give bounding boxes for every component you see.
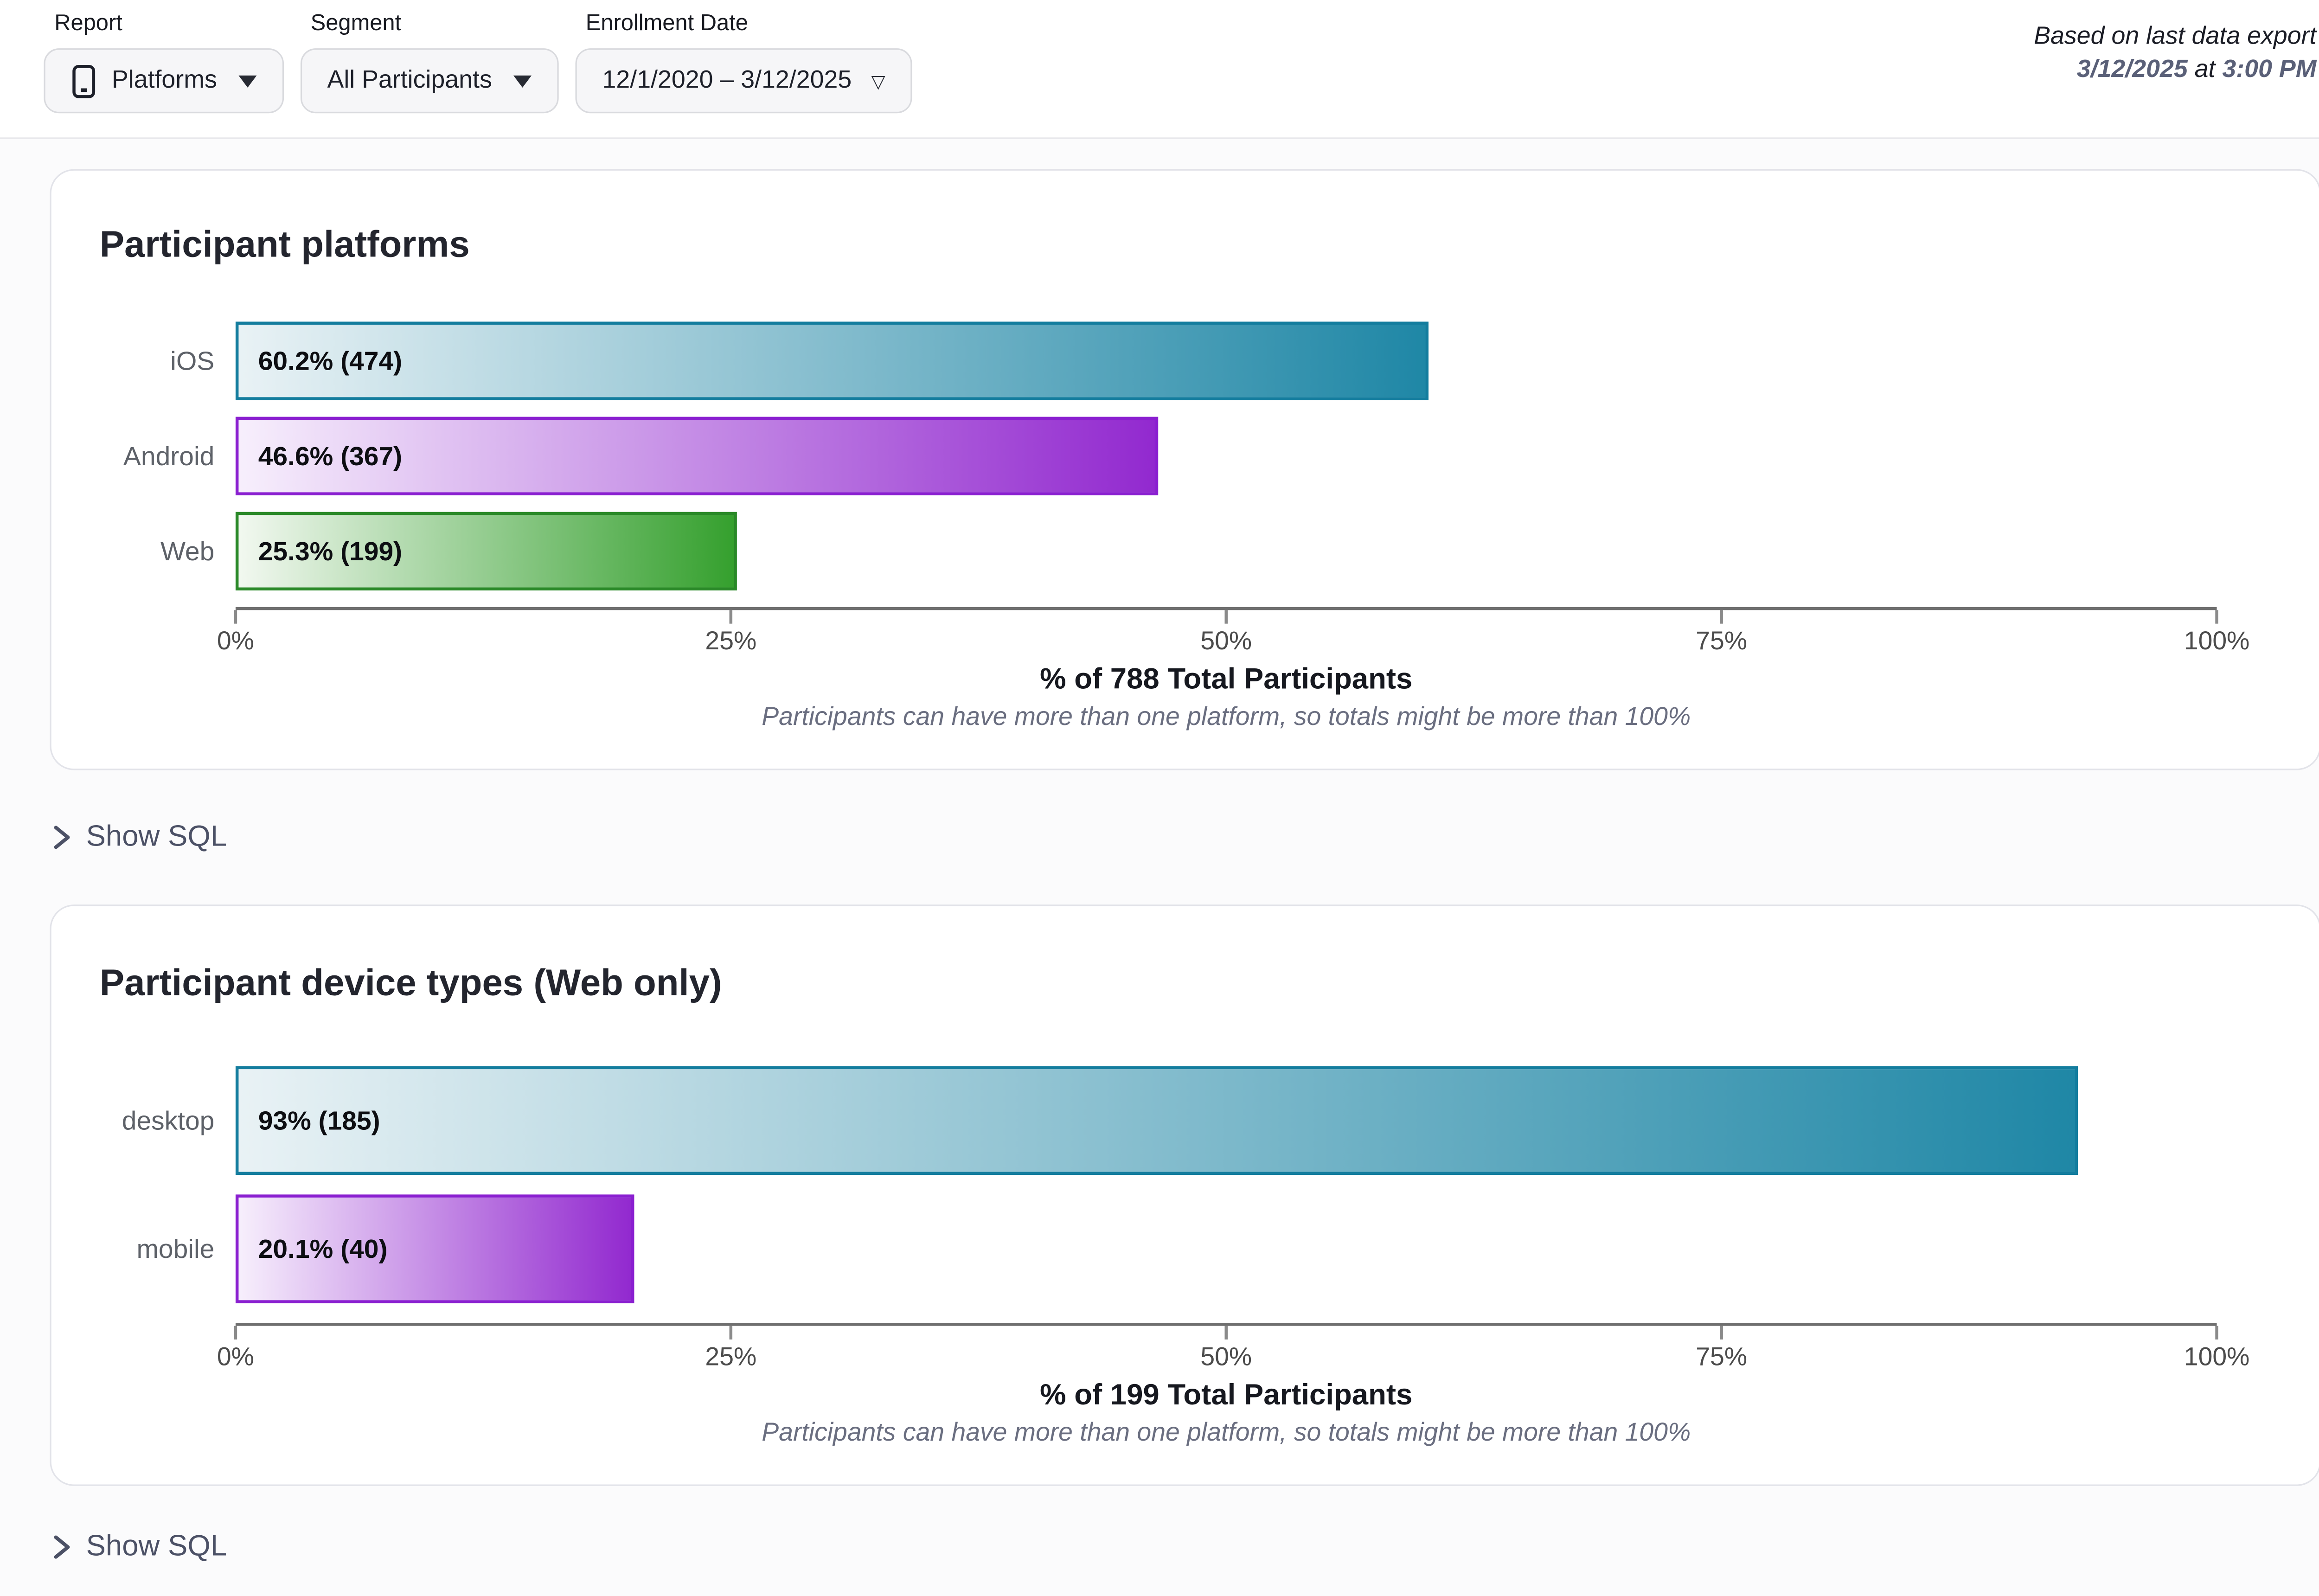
show-sql-toggle-platforms[interactable]: Show SQL	[50, 820, 227, 855]
axis-tick	[1720, 1326, 1723, 1340]
axis-tick	[2215, 610, 2218, 624]
axis-tick-label: 0%	[217, 1342, 254, 1372]
bar: 20.1% (40)	[235, 1194, 634, 1303]
category-label: Android	[123, 440, 215, 471]
show-sql-label: Show SQL	[86, 820, 227, 853]
axis-tick-label: 75%	[1696, 627, 1748, 656]
bar: 46.6% (367)	[235, 417, 1159, 495]
mobile-device-icon	[71, 63, 96, 99]
enrollment-date-dropdown-value: 12/1/2020 – 3/12/2025	[602, 66, 852, 94]
device-types-card: Participant device types (Web only) desk…	[50, 904, 2319, 1486]
caret-down-outline-icon: ▽	[871, 70, 885, 91]
category-label: iOS	[170, 345, 215, 376]
category-label: desktop	[122, 1104, 215, 1135]
bar-value-label: 46.6% (367)	[258, 440, 403, 471]
chart-x-axis-label: % of 199 Total Participants	[1040, 1378, 1413, 1412]
export-date: 3/12/2025	[2076, 56, 2188, 83]
axis-tick-label: 25%	[705, 1342, 757, 1372]
chart-footnote: Participants can have more than one plat…	[762, 1418, 1691, 1447]
caret-down-icon	[513, 75, 532, 87]
bar-track: 20.1% (40)	[235, 1194, 2217, 1303]
show-sql-toggle-device-types[interactable]: Show SQL	[50, 1530, 227, 1564]
export-note: Based on last data export 3/12/2025 at 3…	[2034, 19, 2316, 86]
chart-row: desktop 93% (185)	[100, 1066, 2271, 1175]
export-time: 3:00 PM	[2222, 56, 2317, 83]
report-filter-label: Report	[54, 10, 122, 37]
category-label: mobile	[136, 1233, 215, 1263]
export-note-line1: Based on last data export	[2034, 22, 2317, 50]
axis-tick-label: 100%	[2184, 1342, 2250, 1372]
export-note-line2: 3/12/2025 at 3:00 PM	[2034, 53, 2317, 86]
chevron-right-icon	[54, 1535, 70, 1559]
chart-x-axis-label: % of 788 Total Participants	[1040, 663, 1413, 696]
axis-tick-label: 0%	[217, 627, 254, 656]
report-dropdown-value: Platforms	[111, 66, 217, 94]
axis-tick-label: 100%	[2184, 627, 2250, 656]
chart-row: mobile 20.1% (40)	[100, 1194, 2271, 1303]
device-types-bar-chart: desktop 93% (185) mobile 20.1% (40) 0% 25% 50%…	[100, 1066, 2271, 1371]
segment-filter-group: Segment All Participants	[300, 0, 559, 114]
axis-tick	[1224, 1326, 1228, 1340]
show-sql-label: Show SQL	[86, 1530, 227, 1563]
chevron-right-icon	[54, 826, 70, 849]
participant-platforms-card: Participant platforms iOS 60.2% (474) Andr…	[50, 169, 2319, 770]
enrollment-date-dropdown[interactable]: 12/1/2020 – 3/12/2025 ▽	[575, 48, 913, 114]
chart-row: Web 25.3% (199)	[100, 512, 2271, 591]
report-filter-group: Report Platforms	[44, 0, 284, 114]
chart-row: iOS 60.2% (474)	[100, 321, 2271, 400]
axis-tick	[729, 610, 733, 624]
bar-value-label: 60.2% (474)	[258, 345, 403, 376]
bar-value-label: 93% (185)	[258, 1104, 380, 1135]
axis-tick-label: 50%	[1200, 627, 1252, 656]
axis-tick	[729, 1326, 733, 1340]
bar-value-label: 20.1% (40)	[258, 1233, 388, 1263]
bar: 60.2% (474)	[235, 321, 1429, 400]
enrollment-date-filter-label: Enrollment Date	[585, 10, 748, 37]
axis-tick-label: 25%	[705, 627, 757, 656]
report-dropdown[interactable]: Platforms	[44, 48, 284, 114]
chart-title: Participant device types (Web only)	[99, 963, 722, 1005]
caret-down-icon	[238, 75, 256, 87]
bar-track: 46.6% (367)	[235, 417, 2217, 495]
axis-tick-label: 50%	[1200, 1342, 1252, 1372]
axis-tick	[1720, 610, 1723, 624]
filter-bar: Report Platforms Segment All Participant…	[0, 0, 2319, 139]
axis-tick	[1224, 610, 1228, 624]
segment-dropdown-value: All Participants	[327, 66, 492, 94]
segment-dropdown[interactable]: All Participants	[300, 48, 559, 114]
bar-track: 60.2% (474)	[235, 321, 2217, 400]
chart-footnote: Participants can have more than one plat…	[762, 702, 1691, 731]
bar-track: 25.3% (199)	[235, 512, 2217, 591]
bar: 25.3% (199)	[235, 512, 737, 591]
x-axis: 0% 25% 50% 75% 100%	[217, 1323, 2249, 1371]
axis-tick	[2215, 1326, 2218, 1340]
axis-tick-label: 75%	[1696, 1342, 1748, 1372]
enrollment-date-filter-group: Enrollment Date 12/1/2020 – 3/12/2025 ▽	[575, 0, 913, 114]
bar: 93% (185)	[235, 1066, 2078, 1175]
chart-row: Android 46.6% (367)	[100, 417, 2271, 495]
category-label: Web	[160, 535, 215, 566]
bar-value-label: 25.3% (199)	[258, 535, 403, 566]
x-axis: 0% 25% 50% 75% 100%	[217, 607, 2249, 655]
chart-title: Participant platforms	[99, 225, 470, 266]
export-connector: at	[2187, 56, 2223, 83]
axis-tick	[234, 1326, 237, 1340]
axis-tick	[234, 610, 237, 624]
platforms-bar-chart: iOS 60.2% (474) Android 46.6% (367) Web 25.3%…	[100, 321, 2271, 655]
segment-filter-label: Segment	[310, 10, 402, 37]
bar-track: 93% (185)	[235, 1066, 2217, 1175]
filters: Report Platforms Segment All Participant…	[44, 0, 913, 114]
